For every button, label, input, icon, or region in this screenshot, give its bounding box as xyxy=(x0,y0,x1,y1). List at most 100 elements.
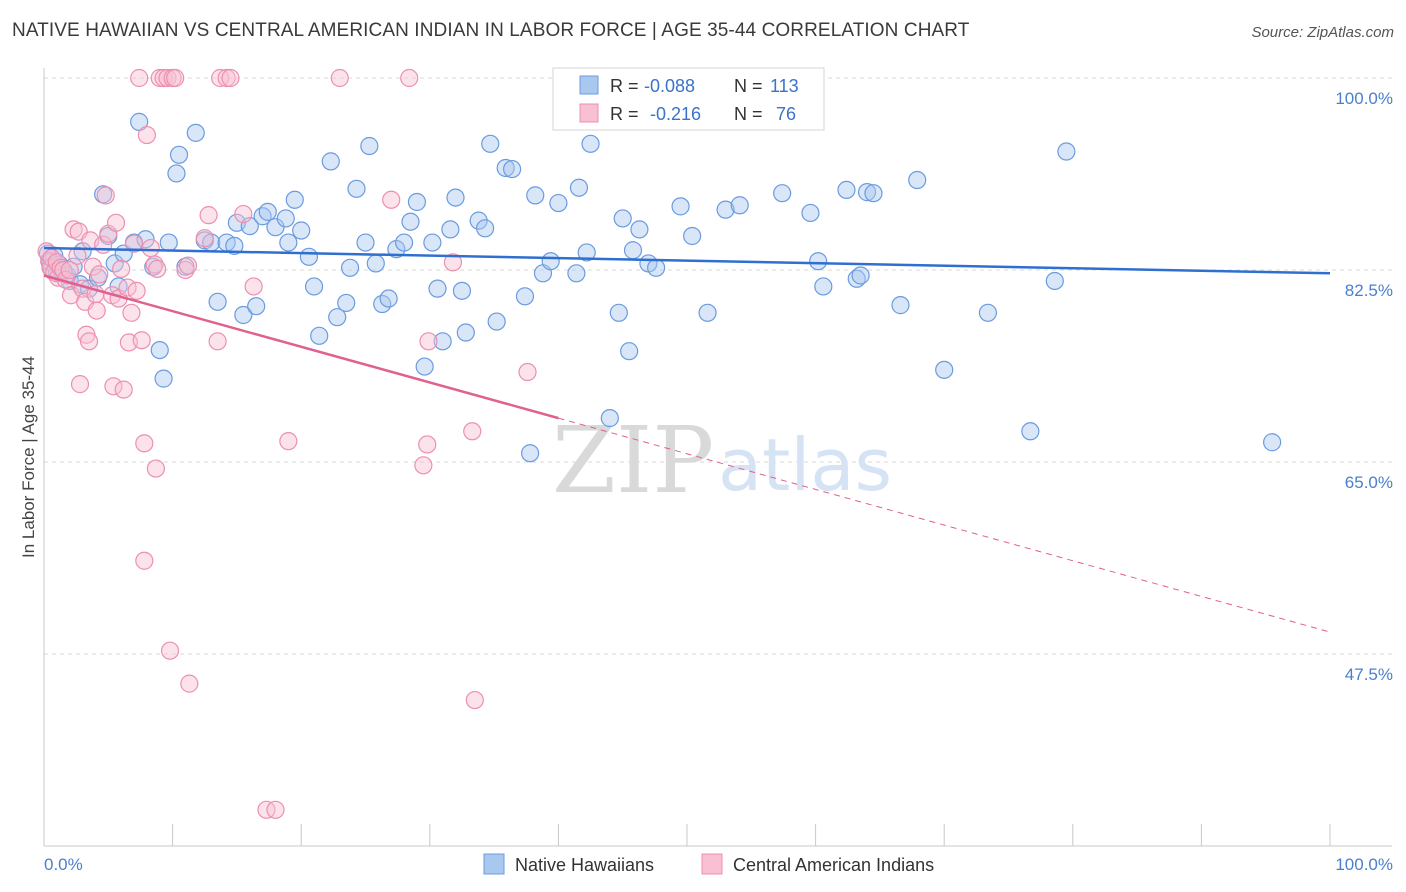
data-point-blue xyxy=(481,134,500,153)
data-point-pink xyxy=(148,259,167,279)
data-point-blue xyxy=(577,243,596,262)
data-point-pink xyxy=(166,68,185,88)
data-point-blue xyxy=(541,252,560,271)
data-point-blue xyxy=(167,164,186,183)
data-point-blue xyxy=(609,303,628,322)
data-point-blue xyxy=(1021,422,1040,441)
x-tick-label-left: 0.0% xyxy=(44,855,83,874)
legend-label-central-american-indians: Central American Indians xyxy=(733,855,934,875)
data-point-blue xyxy=(801,203,820,223)
data-point-pink xyxy=(114,380,133,399)
data-point-blue xyxy=(360,136,379,156)
data-point-blue xyxy=(837,180,856,200)
data-point-blue xyxy=(1045,271,1064,291)
data-point-pink xyxy=(195,229,214,248)
legend-swatch-native-hawaiians xyxy=(483,853,505,875)
data-point-blue xyxy=(225,236,244,255)
data-point-pink xyxy=(60,260,79,280)
data-point-blue xyxy=(347,179,366,198)
data-point-pink xyxy=(106,213,126,232)
data-point-pink xyxy=(137,125,156,145)
data-point-pink xyxy=(150,68,169,88)
series-pink xyxy=(37,68,537,819)
data-point-blue xyxy=(433,332,452,351)
data-point-pink xyxy=(382,190,401,209)
data-point-blue xyxy=(150,340,169,360)
trend-line-extension-pink xyxy=(558,417,1331,633)
data-point-blue xyxy=(415,357,434,376)
trend-line-pink xyxy=(43,274,559,420)
data-point-blue xyxy=(276,209,295,228)
data-point-blue xyxy=(521,444,540,463)
y-tick-label: 47.5% xyxy=(1345,665,1393,684)
data-point-pink xyxy=(279,432,298,451)
data-point-blue xyxy=(698,303,717,322)
data-point-pink xyxy=(141,238,160,258)
data-point-pink xyxy=(122,303,141,322)
data-point-pink xyxy=(463,422,482,441)
data-point-pink xyxy=(132,331,151,350)
data-point-blue xyxy=(258,202,277,221)
data-point-blue xyxy=(394,233,414,252)
legend: Native Hawaiians Central American Indian… xyxy=(483,853,934,875)
stats-n-value-pink: 76 xyxy=(776,104,796,124)
data-point-pink xyxy=(414,456,433,475)
stats-n-label-pink: N = xyxy=(734,104,763,124)
data-point-blue xyxy=(496,158,515,178)
y-tick-label: 82.5% xyxy=(1345,281,1393,300)
data-point-pink xyxy=(104,377,123,396)
data-point-pink xyxy=(217,68,236,88)
data-point-blue xyxy=(452,281,472,300)
data-point-blue xyxy=(600,409,619,428)
data-point-blue xyxy=(299,247,319,266)
stats-box: R = -0.088 N = 113 R = -0.216 N = 76 xyxy=(552,67,825,131)
trend-line-blue xyxy=(43,246,1331,275)
legend-label-native-hawaiians: Native Hawaiians xyxy=(515,855,654,875)
legend-swatch-central-american-indians xyxy=(701,853,723,875)
data-point-blue xyxy=(428,279,447,298)
data-point-blue xyxy=(515,287,535,306)
watermark-atlas: atlas xyxy=(718,423,892,507)
data-point-blue xyxy=(159,233,178,252)
stats-n-value-blue: 113 xyxy=(770,76,799,96)
data-point-blue xyxy=(208,292,227,311)
data-point-blue xyxy=(809,252,828,271)
data-point-pink xyxy=(180,674,199,693)
data-point-blue xyxy=(441,220,460,239)
data-point-blue xyxy=(647,258,666,277)
data-point-blue xyxy=(716,200,735,219)
data-point-pink xyxy=(124,234,144,253)
data-point-blue xyxy=(169,145,189,164)
data-point-pink xyxy=(68,246,87,265)
data-point-blue xyxy=(285,190,304,209)
stats-r-label-pink: R = xyxy=(610,104,639,124)
stats-swatch-blue xyxy=(579,75,599,95)
data-point-pink xyxy=(130,68,149,88)
y-tick-label: 100.0% xyxy=(1335,89,1393,108)
stats-r-value-blue: -0.088 xyxy=(644,76,695,96)
data-point-pink xyxy=(266,800,285,819)
data-point-pink xyxy=(135,551,154,570)
data-point-pink xyxy=(135,434,154,453)
data-point-blue xyxy=(864,184,883,203)
data-point-blue xyxy=(549,193,568,213)
data-point-pink xyxy=(146,459,165,478)
data-point-blue xyxy=(304,277,324,296)
data-point-blue xyxy=(773,184,792,203)
data-point-blue xyxy=(379,289,398,308)
data-point-pink xyxy=(465,690,484,710)
data-point-blue xyxy=(366,254,385,273)
data-point-pink xyxy=(244,277,263,296)
data-point-pink xyxy=(234,204,253,224)
data-point-pink xyxy=(211,68,230,88)
stats-r-value-pink: -0.216 xyxy=(650,104,701,124)
data-point-pink xyxy=(518,362,537,382)
data-point-blue xyxy=(310,326,329,345)
data-point-pink xyxy=(87,301,106,320)
y-axis-title: In Labor Force | Age 35-44 xyxy=(19,356,38,558)
data-point-blue xyxy=(234,305,253,325)
data-point-pink xyxy=(418,435,437,454)
data-point-blue xyxy=(620,342,639,361)
watermark-zip: ZIP xyxy=(552,407,714,514)
